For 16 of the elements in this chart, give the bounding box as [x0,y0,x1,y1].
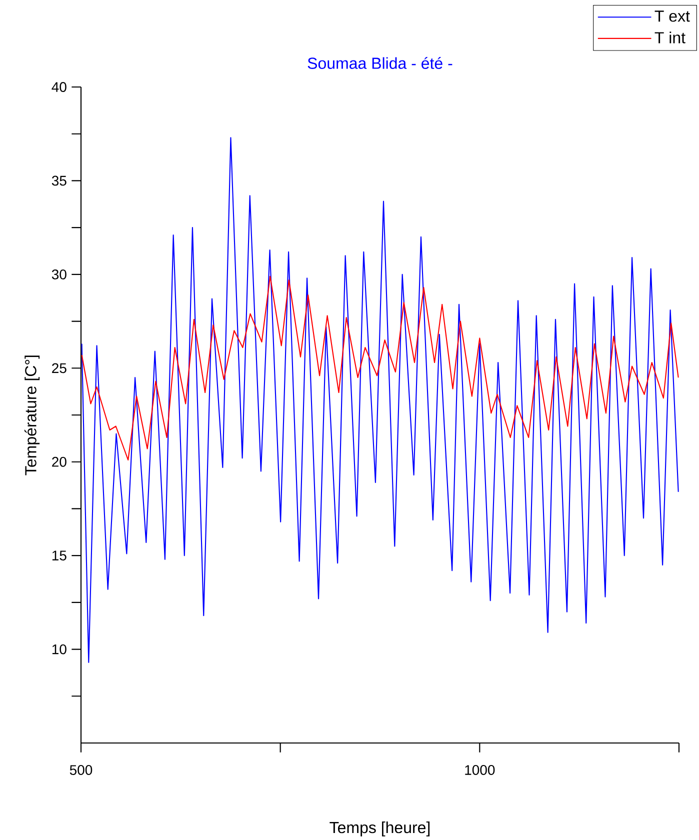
y-tick-label: 35 [52,176,66,186]
y-axis-title: Température [C°] [24,356,40,476]
legend-label: T ext [654,10,690,22]
x-axis-title: Temps [heure] [330,821,430,836]
line-series [81,137,679,663]
y-tick-label: 40 [52,82,66,92]
legend-label: T int [654,32,686,44]
line-series [81,276,679,461]
x-tick-label: 500 [70,765,92,775]
y-tick-label: 10 [52,644,66,654]
chart-title: Soumaa Blida - été - [308,57,452,69]
y-tick-label: 15 [52,550,66,560]
y-tick-label: 25 [52,363,66,374]
x-tick-label: 1000 [465,765,495,775]
y-tick-label: 30 [52,269,66,280]
y-tick-label: 20 [52,456,66,467]
